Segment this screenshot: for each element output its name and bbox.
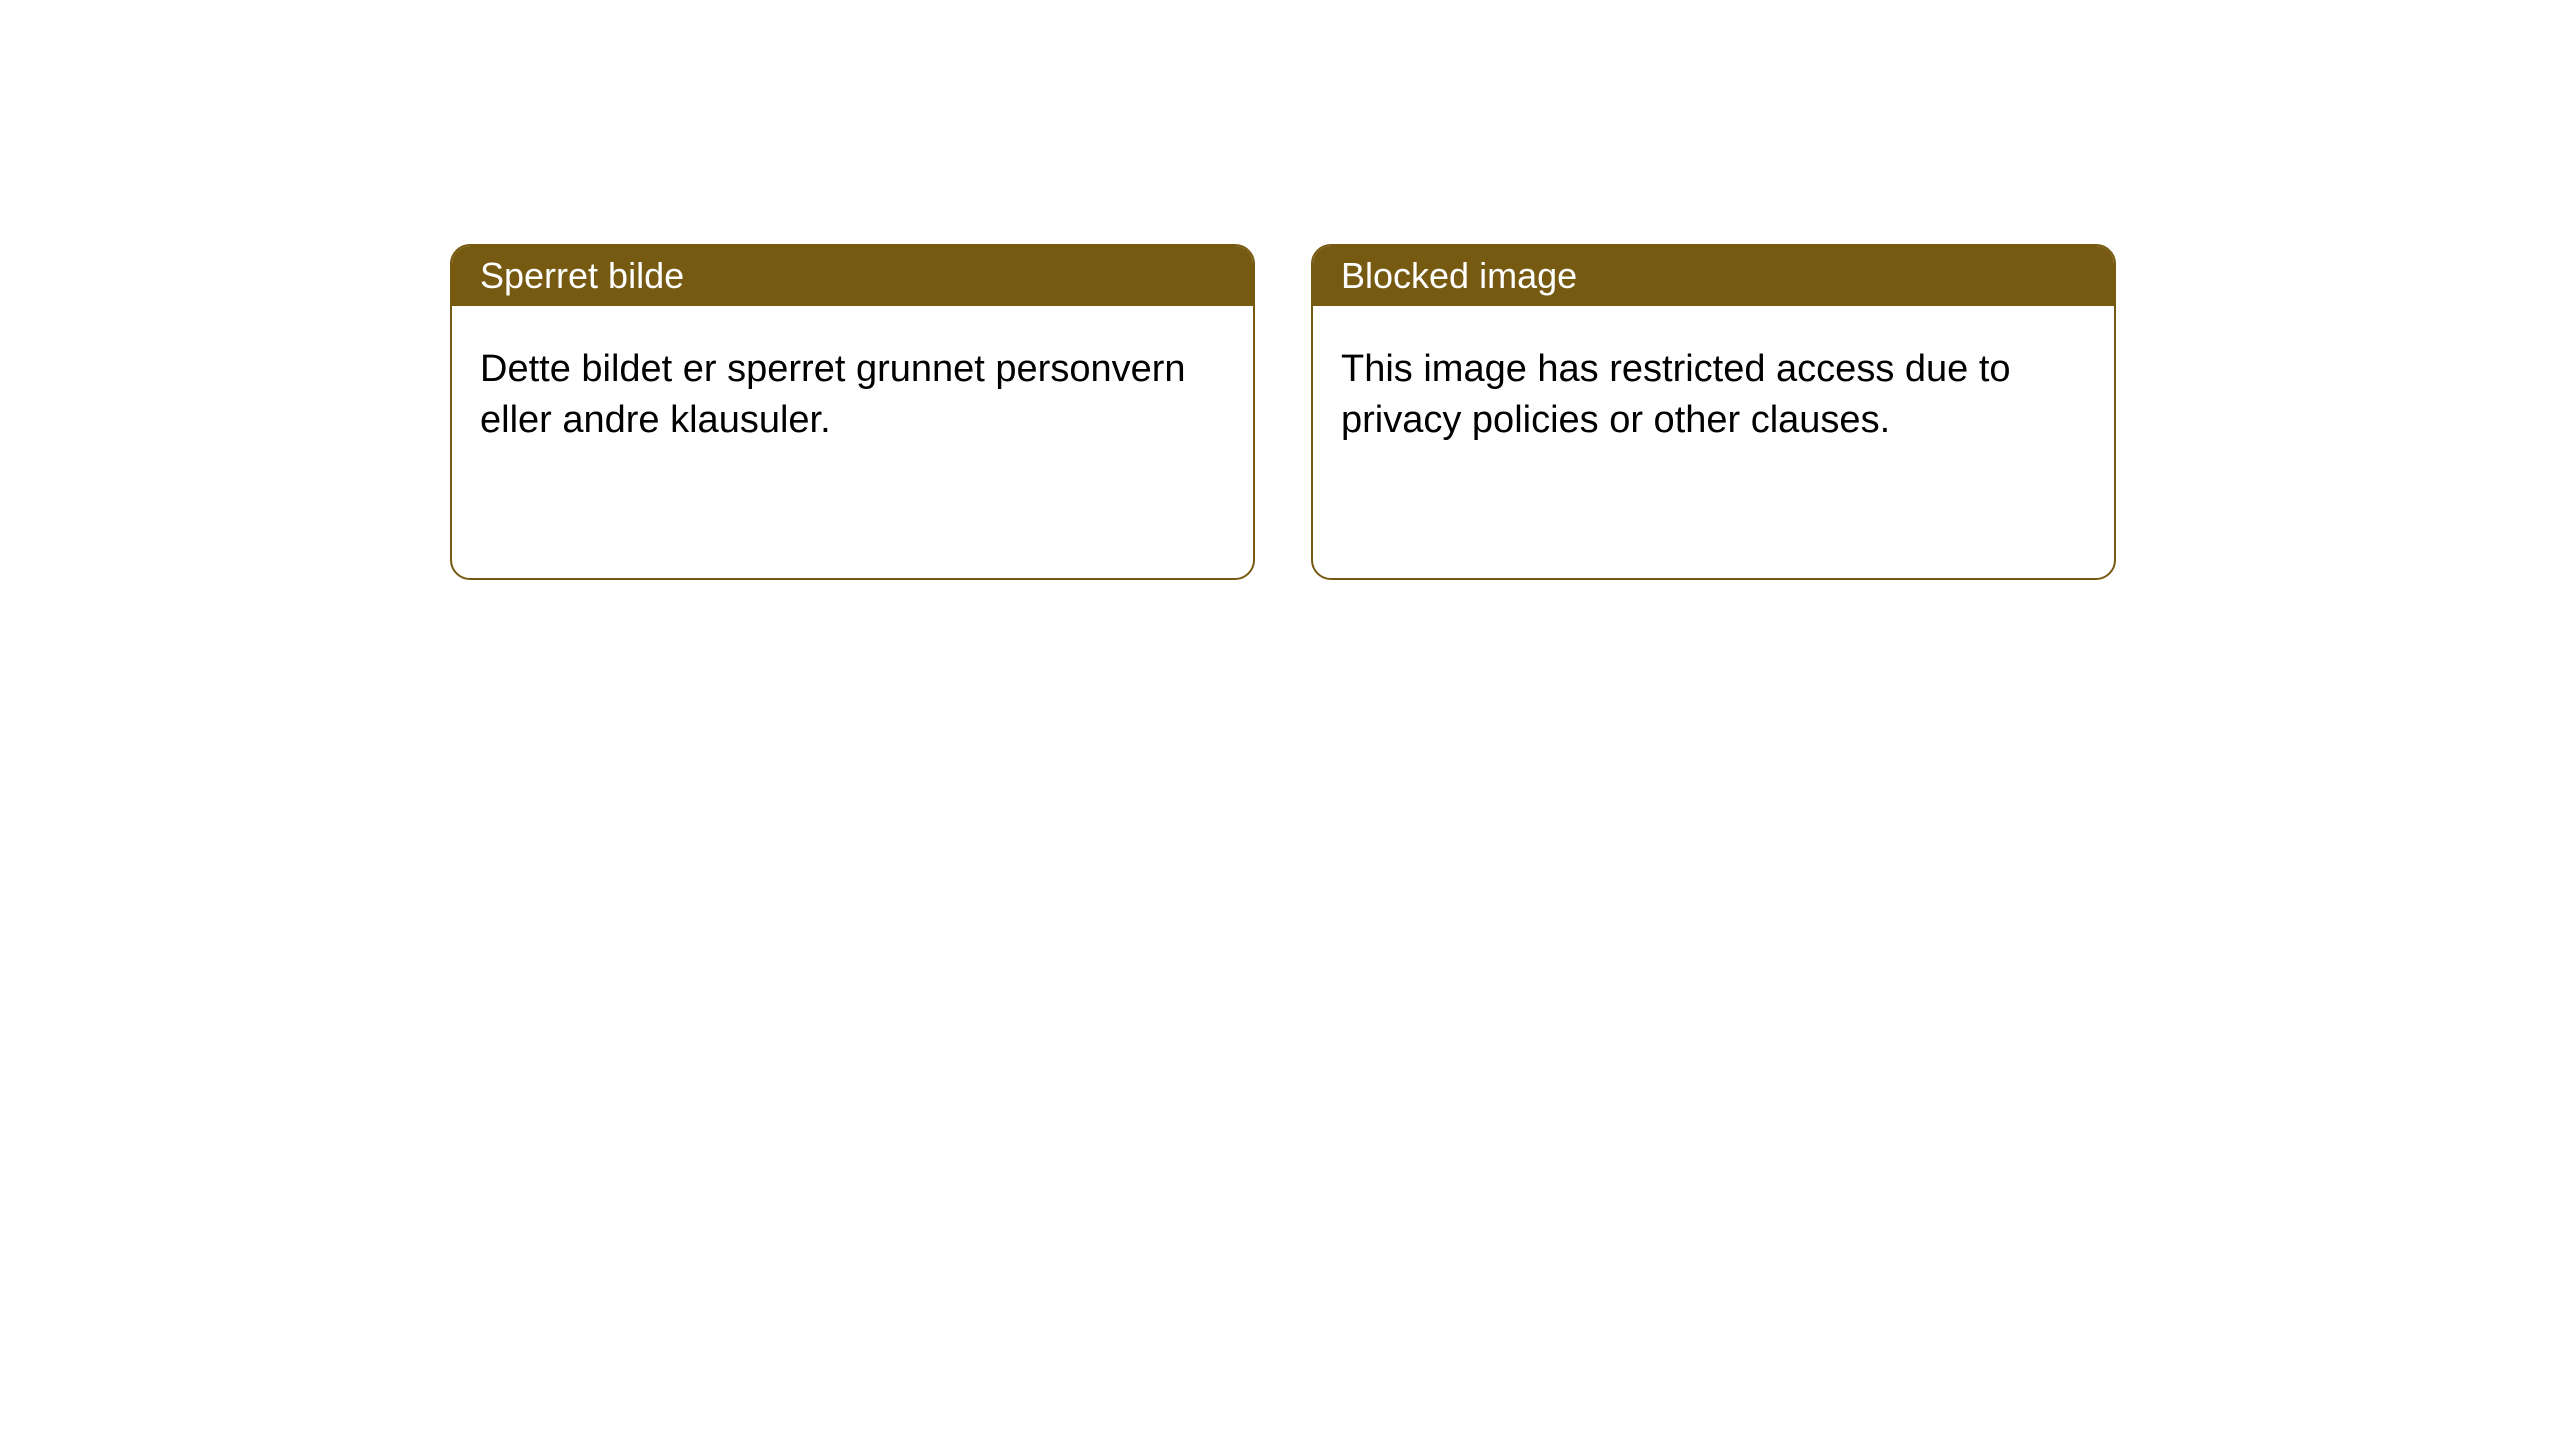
notice-card-body: This image has restricted access due to … — [1313, 306, 2114, 485]
notice-card-norwegian: Sperret bilde Dette bildet er sperret gr… — [450, 244, 1255, 580]
notice-cards-container: Sperret bilde Dette bildet er sperret gr… — [0, 0, 2560, 580]
notice-card-body: Dette bildet er sperret grunnet personve… — [452, 306, 1253, 485]
notice-card-english: Blocked image This image has restricted … — [1311, 244, 2116, 580]
notice-card-header: Blocked image — [1313, 246, 2114, 306]
notice-card-header: Sperret bilde — [452, 246, 1253, 306]
